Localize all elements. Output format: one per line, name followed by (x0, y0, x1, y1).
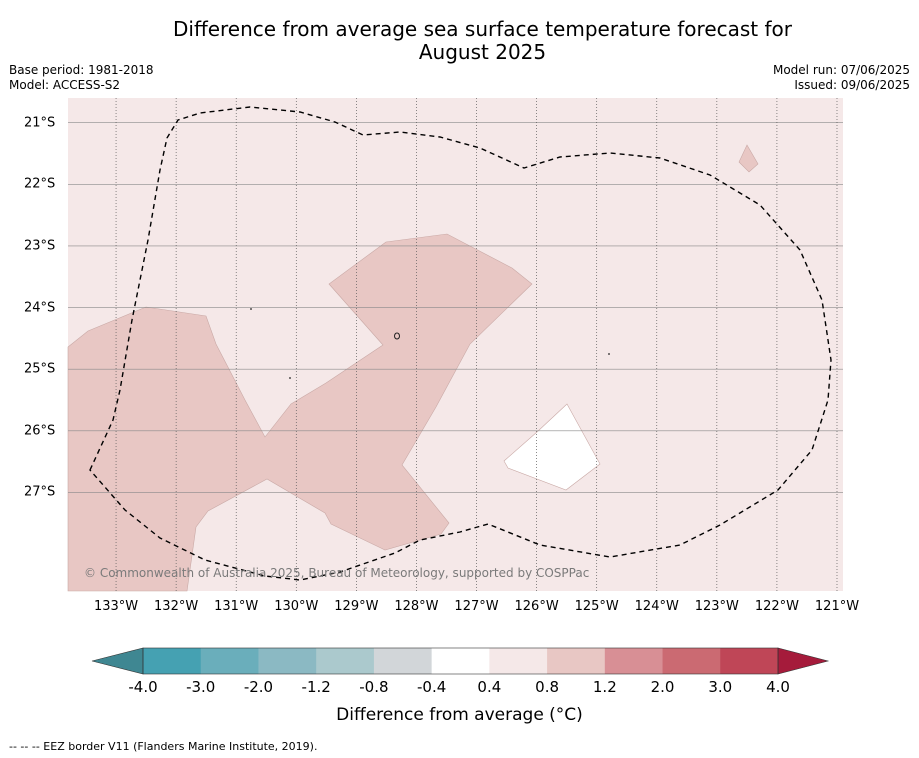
longitude-label: 128°W (394, 599, 439, 614)
colorbar-over-arrow (777, 647, 830, 675)
longitude-label: 121°W (814, 599, 860, 614)
islands (250, 308, 610, 379)
colorbar-tick-label: 0.4 (477, 678, 502, 696)
issued-date: Issued: 09/06/2025 (794, 78, 910, 92)
model-name: Model: ACCESS-S2 (9, 78, 121, 92)
colorbar-tick-label: -2.0 (243, 678, 274, 696)
colorbar-tick-label: 0.8 (535, 678, 560, 696)
latitude-label: 21°S (24, 115, 56, 131)
graticule (68, 98, 843, 591)
longitude-label: 131°W (214, 599, 259, 614)
colorbar-tick-label: 1.2 (592, 678, 617, 696)
longitude-label: 124°W (634, 599, 679, 614)
eez-border (89, 106, 832, 581)
longitude-label: 126°W (514, 599, 559, 614)
colorbar (91, 647, 830, 675)
island (608, 353, 610, 355)
longitude-label: 123°W (694, 599, 739, 614)
colorbar-segment (662, 648, 721, 674)
island (289, 377, 291, 379)
longitude-label: 125°W (574, 599, 619, 614)
map-title-line-2: August 2025 (418, 40, 547, 64)
latitude-label: 24°S (24, 300, 56, 316)
colorbar-segment (258, 648, 317, 674)
base-period: Base period: 1981-2018 (9, 63, 154, 77)
island (250, 308, 252, 310)
colorbar-frame (142, 647, 779, 675)
colorbar-segment (489, 648, 548, 674)
longitude-label: 132°W (154, 599, 199, 614)
colorbar-segment (200, 648, 259, 674)
colorbar-tick-label: 2.0 (650, 678, 675, 696)
colorbar-tick-label: -1.2 (301, 678, 331, 696)
eez-footnote: -- -- -- EEZ border V11 (Flanders Marine… (9, 740, 318, 753)
colorbar-tick-label: -3.0 (186, 678, 216, 696)
longitude-label: 122°W (754, 599, 799, 614)
copyright-notice: © Commonwealth of Australia 2025, Bureau… (84, 566, 590, 580)
colorbar-segment (720, 648, 779, 674)
map-title: Difference from average sea surface temp… (110, 18, 855, 64)
warm-anomaly-northeast (738, 144, 759, 173)
colorbar-tick-label: 3.0 (708, 678, 733, 696)
warm-anomaly-west (67, 233, 533, 592)
island (394, 332, 400, 340)
latitude-label: 25°S (24, 361, 56, 377)
colorbar-title: Difference from average (°C) (336, 705, 583, 725)
colorbar-segment (373, 648, 433, 674)
neutral-anomaly-region (503, 403, 601, 491)
colorbar-segment (431, 648, 490, 674)
longitude-label: 130°W (274, 599, 319, 614)
colorbar-segment (143, 648, 202, 674)
latitude-label: 26°S (24, 423, 56, 439)
longitude-label: 127°W (454, 599, 499, 614)
map-title-line-1: Difference from average sea surface temp… (172, 17, 792, 41)
warm-anomaly-regions (67, 144, 759, 592)
colorbar-tick-label: -0.4 (416, 678, 447, 696)
colorbar-under-arrow (91, 647, 144, 675)
colorbar-tick-label: 4.0 (766, 678, 790, 696)
model-run: Model run: 07/06/2025 (772, 63, 910, 77)
longitude-label: 133°W (93, 599, 139, 614)
colorbar-segment (547, 648, 606, 674)
latitude-label: 23°S (24, 238, 56, 254)
colorbar-tick-label: -4.0 (128, 678, 158, 696)
colorbar-segment (316, 648, 375, 674)
latitude-label: 22°S (24, 176, 56, 192)
latitude-label: 27°S (24, 484, 56, 500)
meta-left: Base period: 1981-2018 Model: ACCESS-S2 (9, 63, 154, 93)
longitude-label: 129°W (334, 599, 379, 614)
meta-right: Model run: 07/06/2025 Issued: 09/06/2025 (773, 63, 910, 93)
colorbar-tick-label: -0.8 (359, 678, 389, 696)
colorbar-segment (604, 648, 664, 674)
